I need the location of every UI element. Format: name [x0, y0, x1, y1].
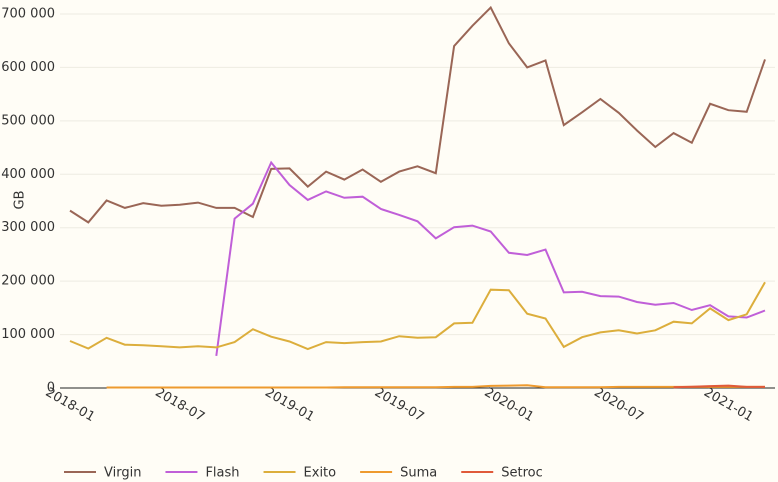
y-tick-label: 0: [47, 381, 55, 396]
x-tick-label: 2018-01: [43, 385, 98, 425]
x-tick-label: 2021-01: [701, 385, 756, 425]
series-line: [69, 5, 766, 224]
x-tick-label: 2020-01: [482, 385, 537, 425]
x-tick-label: 2018-07: [152, 385, 207, 425]
legend-label: Virgin: [104, 466, 141, 481]
series-line: [69, 281, 766, 351]
series-line: [215, 160, 766, 357]
series-line: [673, 384, 765, 389]
y-tick-label: 700 000: [1, 7, 55, 22]
y-tick-label: 400 000: [1, 167, 55, 182]
y-tick-label: 500 000: [1, 113, 55, 128]
x-tick-label: 2019-07: [372, 385, 427, 425]
y-tick-label: 100 000: [1, 327, 55, 342]
y-tick-label: 200 000: [1, 274, 55, 289]
legend-label: Flash: [205, 466, 239, 481]
y-axis-label: GB: [13, 191, 28, 210]
legend-label: Suma: [400, 466, 437, 481]
y-tick-label: 600 000: [1, 60, 55, 75]
legend-label: Exito: [304, 466, 337, 481]
series-line: [106, 384, 765, 389]
x-tick-label: 2019-01: [262, 385, 317, 425]
legend-label: Setroc: [501, 466, 543, 481]
y-tick-label: 300 000: [1, 220, 55, 235]
x-tick-label: 2020-07: [591, 385, 646, 425]
